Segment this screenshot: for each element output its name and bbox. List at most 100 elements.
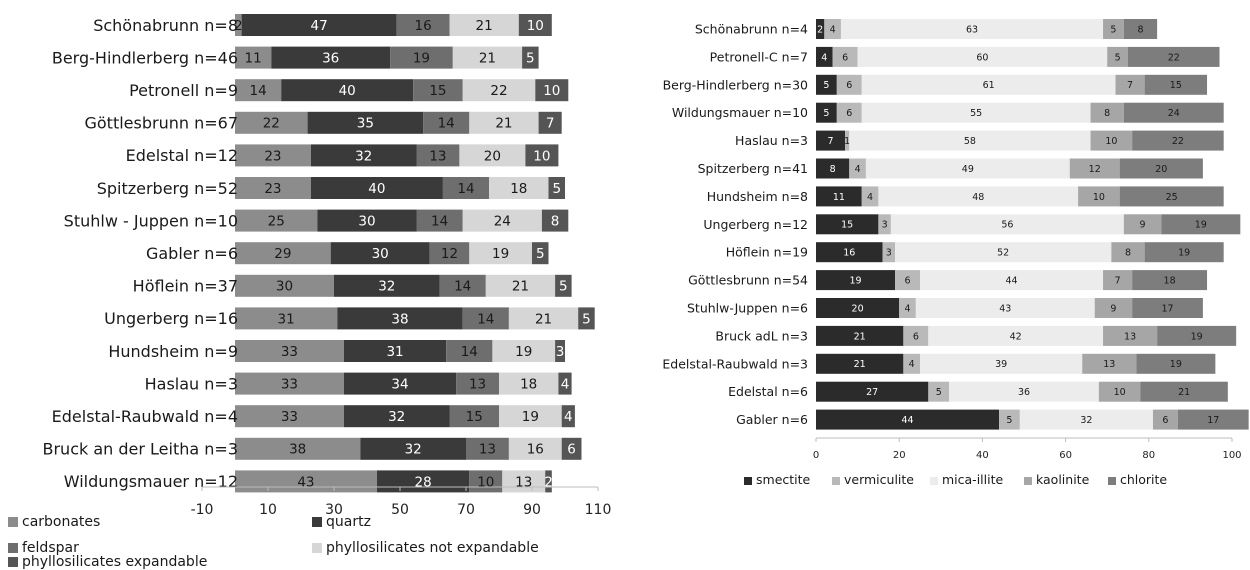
category-label-bruck-an-der-leitha-n-3: Bruck an der Leitha n=3: [43, 440, 239, 459]
value-label-quartz-hoflein-n-37: 32: [378, 279, 395, 295]
value-label-kaolinite-spitzerberg-n-41: 12: [1089, 164, 1101, 175]
legend-swatch-phyllosilicates-not-expandable: [312, 543, 322, 553]
value-label-kaolinite-gottlesbrunn-n-54: 7: [1115, 276, 1121, 287]
x-tick-label: 70: [457, 502, 475, 518]
bar-smectite-edelstal-n-6: [816, 381, 929, 402]
bar-kaolinite-edelstal-n-6: [1098, 381, 1141, 402]
bar-quartz-gottlesbrunn-n-67: [307, 111, 424, 134]
bar-smectite-hundsheim-n-8: [816, 186, 862, 207]
x-tick-label: 0: [813, 450, 819, 461]
bar-chlorite-edelstal-raubwald-n-3: [1136, 353, 1216, 374]
category-label-stuhlw-juppen-n-6: Stuhlw-Juppen n=6: [687, 301, 808, 316]
bar-vermiculite-haslau-n-3: [845, 130, 850, 151]
bar-quartz-berg-hindlerberg-n-46: [271, 46, 391, 69]
bar-phyllosilicates-not-expandable-spitzerberg-n-52: [489, 177, 549, 199]
value-label-smectite-haslau-n-3: 7: [828, 136, 834, 147]
value-label-quartz-gabler-n-6: 30: [372, 246, 389, 262]
value-label-smectite-berg-hindlerberg-n-30: 5: [823, 80, 829, 91]
x-tick-label: 80: [1142, 450, 1155, 461]
value-label-phyllosilicates-expandable-haslau-n-3: 4: [561, 376, 570, 392]
value-label-chlorite-bruck-adl-n-3: 19: [1191, 331, 1203, 342]
bar-quartz-ungerberg-n-16: [337, 307, 463, 330]
bar-phyllosilicates-not-expandable-bruck-an-der-leitha-n-3: [508, 437, 562, 460]
legend-swatch-mica-illite: [930, 477, 938, 485]
bar-smectite-bruck-adl-n-3: [816, 325, 904, 346]
legend-label-carbonates: carbonates: [22, 514, 100, 530]
bar-mica-illite-gottlesbrunn-n-54: [920, 270, 1104, 291]
bar-phyllosilicates-expandable-stuhlw-juppen-n-10: [541, 209, 569, 232]
value-label-phyllosilicates-expandable-bruck-an-der-leitha-n-3: 6: [567, 442, 576, 458]
value-label-chlorite-berg-hindlerberg-n-30: 15: [1170, 80, 1182, 91]
category-label-hoflein-n-19: Höflein n=19: [726, 245, 808, 260]
value-label-vermiculite-bruck-adl-n-3: 6: [913, 331, 919, 342]
category-label-gabler-n-6: Gabler n=6: [146, 244, 238, 263]
bar-phyllosilicates-not-expandable-stuhlw-juppen-n-10: [462, 209, 542, 232]
value-label-mica-illite-spitzerberg-n-41: 49: [962, 164, 974, 175]
value-label-phyllosilicates-expandable-hundsheim-n-9: 3: [556, 344, 565, 360]
category-label-wildungsmauer-n-12: Wildungsmauer n=12: [64, 472, 238, 491]
bar-phyllosilicates-expandable-gottlesbrunn-n-67: [538, 111, 562, 134]
bar-mica-illite-spitzerberg-n-41: [865, 158, 1070, 179]
category-label-hoflein-n-37: Höflein n=37: [133, 277, 238, 296]
value-label-carbonates-gottlesbrunn-n-67: 22: [263, 116, 280, 132]
bar-mica-illite-stuhlw-juppen-n-6: [915, 298, 1095, 318]
legend-label-mica-illite: mica-illite: [942, 472, 1003, 487]
right-legend: smectite vermiculite mica-illite kaolinite c…: [744, 472, 1167, 487]
value-label-kaolinite-bruck-adl-n-3: 13: [1124, 331, 1136, 342]
bar-carbonates-spitzerberg-n-52: [235, 177, 311, 199]
value-label-phyllosilicates-expandable-edelstal-raubwald-n-4: 4: [564, 409, 573, 425]
bar-phyllosilicates-not-expandable-haslau-n-3: [499, 372, 559, 395]
value-label-carbonates-ungerberg-n-16: 31: [278, 311, 295, 327]
x-tick-label: 50: [391, 502, 409, 518]
bar-mica-illite-gabler-n-6: [1019, 409, 1153, 430]
bar-mica-illite-schonabrunn-n-4: [840, 19, 1104, 39]
value-label-vermiculite-edelstal-n-6: 5: [936, 387, 942, 398]
bar-kaolinite-wildungsmauer-n-10: [1090, 102, 1124, 123]
value-label-chlorite-stuhlw-juppen-n-6: 17: [1161, 303, 1173, 314]
bar-smectite-stuhlw-juppen-n-6: [816, 298, 900, 318]
bar-carbonates-edelstal-n-12: [235, 144, 311, 167]
bar-feldspar-stuhlw-juppen-n-10: [416, 209, 463, 232]
right-bars: 2 4 63 5 84 6 60 5 225 6 61 7 155 6 55 8 247 1 58 10 228 4 49 1…: [816, 19, 1249, 430]
bar-kaolinite-schonabrunn-n-4: [1103, 19, 1124, 39]
bar-vermiculite-ungerberg-n-12: [878, 214, 891, 235]
bar-smectite-petronell-c-n-7: [816, 46, 833, 67]
value-label-kaolinite-ungerberg-n-12: 9: [1140, 220, 1146, 231]
value-label-phyllosilicates-not-expandable-schonabrunn-n-8: 21: [476, 18, 493, 34]
value-label-kaolinite-gabler-n-6: 6: [1162, 415, 1168, 426]
bar-phyllosilicates-not-expandable-edelstal-raubwald-n-4: [499, 405, 562, 428]
bar-vermiculite-hoflein-n-19: [882, 242, 896, 263]
bar-kaolinite-hundsheim-n-8: [1078, 186, 1120, 207]
bar-quartz-schonabrunn-n-8: [241, 14, 397, 36]
bar-feldspar-edelstal-raubwald-n-4: [449, 405, 499, 428]
value-label-carbonates-edelstal-raubwald-n-4: 33: [281, 409, 298, 425]
bar-quartz-hundsheim-n-9: [343, 340, 447, 362]
value-label-quartz-bruck-an-der-leitha-n-3: 32: [405, 442, 422, 458]
bar-smectite-haslau-n-3: [816, 130, 846, 151]
bar-carbonates-hoflein-n-37: [235, 274, 334, 297]
value-label-chlorite-petronell-c-n-7: 22: [1168, 52, 1180, 63]
value-label-feldspar-hundsheim-n-9: 14: [461, 344, 478, 360]
bar-kaolinite-edelstal-raubwald-n-3: [1082, 353, 1137, 374]
value-label-feldspar-berg-hindlerberg-n-46: 19: [413, 50, 430, 66]
value-label-smectite-hoflein-n-19: 16: [843, 248, 855, 259]
bar-carbonates-bruck-an-der-leitha-n-3: [235, 437, 361, 460]
value-label-chlorite-ungerberg-n-12: 19: [1195, 220, 1207, 231]
bar-vermiculite-stuhlw-juppen-n-6: [899, 298, 916, 318]
value-label-phyllosilicates-expandable-hoflein-n-37: 5: [559, 279, 568, 295]
bar-mica-illite-haslau-n-3: [849, 130, 1091, 151]
value-label-carbonates-petronell-n-9: 14: [250, 83, 267, 99]
bar-vermiculite-edelstal-raubwald-n-3: [903, 353, 920, 374]
bar-feldspar-ungerberg-n-16: [462, 307, 509, 330]
value-label-kaolinite-haslau-n-3: 10: [1105, 136, 1117, 147]
value-label-phyllosilicates-expandable-stuhlw-juppen-n-10: 8: [551, 213, 560, 229]
value-label-phyllosilicates-not-expandable-hundsheim-n-9: 19: [515, 344, 532, 360]
value-label-quartz-hundsheim-n-9: 31: [386, 344, 403, 360]
right-x-axis: 0 20 40 60 80 100: [813, 437, 1242, 461]
category-label-hundsheim-n-9: Hundsheim n=9: [108, 342, 238, 361]
category-label-berg-hindlerberg-n-30: Berg-Hindlerberg n=30: [663, 77, 808, 92]
value-label-quartz-wildungsmauer-n-12: 28: [415, 474, 432, 490]
value-label-phyllosilicates-expandable-ungerberg-n-16: 5: [582, 311, 591, 327]
